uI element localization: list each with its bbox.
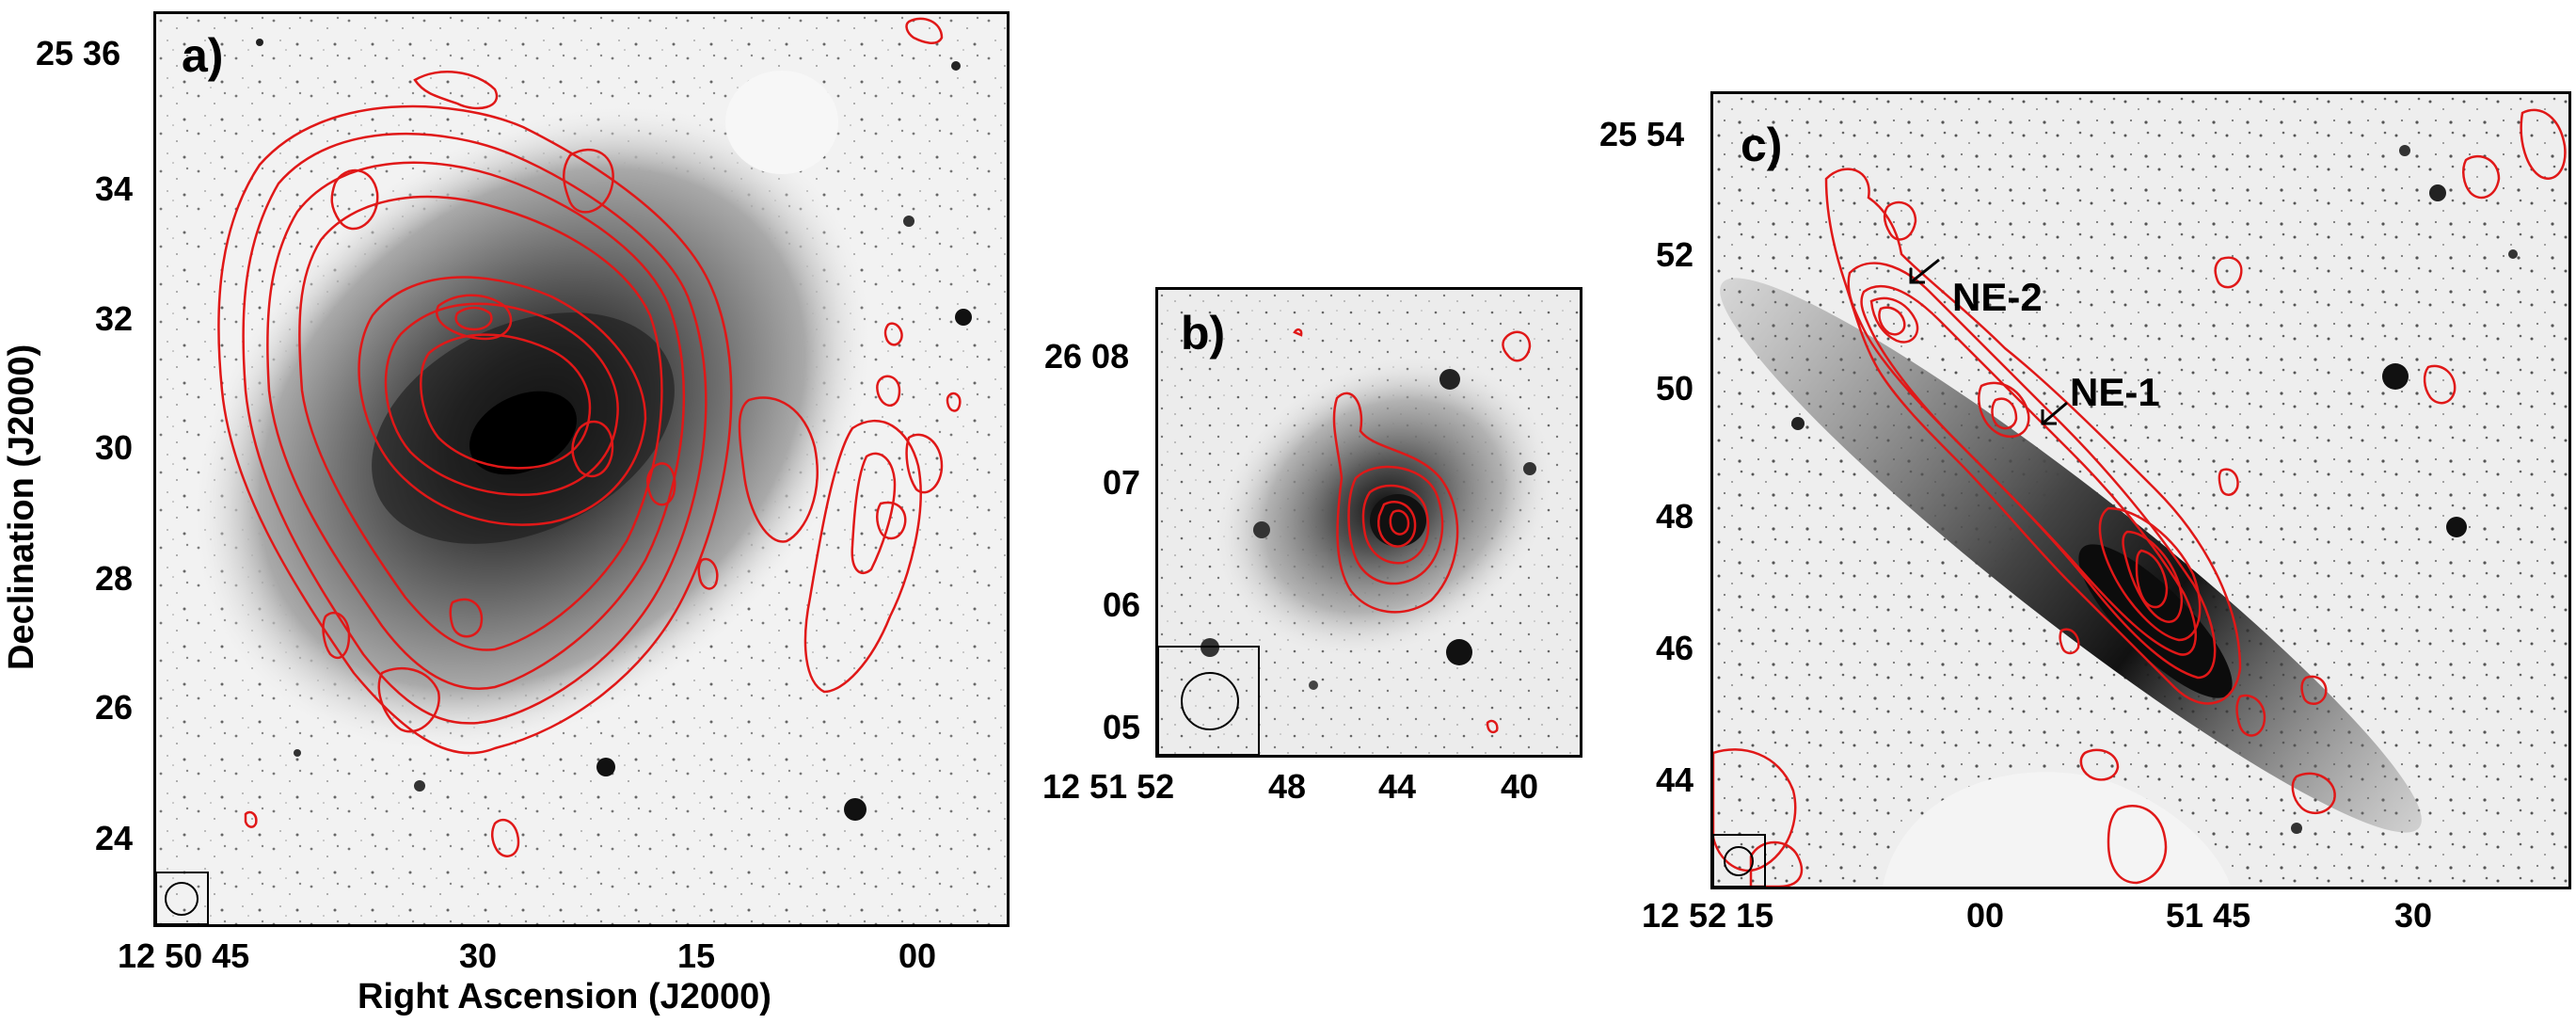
panel-a-ytick: 34: [95, 169, 134, 208]
panel-b-ytick: 26 08: [1044, 337, 1130, 376]
y-axis-title: Declination (J2000): [2, 344, 41, 670]
panel-b-xtick: 44: [1378, 767, 1417, 806]
panel-a-ytick: 30: [95, 428, 134, 467]
panel-b-ytick: 07: [1103, 463, 1141, 502]
panel-a-xtick: 12 50 45: [118, 936, 250, 975]
panel-b-image: [1155, 287, 1582, 758]
panel-b-xtick: 12 51 52: [1042, 767, 1175, 806]
panel-a-xtick: 30: [459, 936, 498, 975]
panel-a-ytick: 32: [95, 299, 134, 338]
panel-b-xtick: 48: [1268, 767, 1307, 806]
hi-contours: [1713, 108, 2567, 887]
star-marker: [596, 758, 615, 776]
panel-c-xtick: 30: [2394, 896, 2433, 935]
panel-c-ytick: 25 54: [1599, 115, 1685, 153]
panel-c-ytick: 48: [1656, 497, 1694, 536]
hi-contours: [217, 17, 962, 857]
label-ne-2: NE-2: [1952, 275, 2043, 319]
panel-a-ytick: 28: [95, 559, 134, 598]
panel-c-xtick: 12 52 15: [1642, 896, 1774, 935]
panel-c-ytick: 50: [1656, 369, 1694, 408]
panel-a-ytick: 24: [95, 819, 134, 857]
label-ne-1: NE-1: [2070, 370, 2160, 414]
panel-a-ytick: 26: [95, 688, 134, 727]
panel-b-xtick: 40: [1501, 767, 1539, 806]
panel-c-letter: c): [1741, 119, 1783, 171]
x-axis-title: Right Ascension (J2000): [358, 977, 771, 1016]
hi-contours: [1293, 328, 1532, 734]
panel-b-ytick: 06: [1103, 585, 1141, 624]
panel-c-xtick: 51 45: [2166, 896, 2251, 935]
panel-c-ytick: 52: [1656, 235, 1694, 274]
panel-a-xtick: 15: [677, 936, 716, 975]
panel-a-ytick: 25 36: [36, 34, 121, 72]
panel-a-image: [153, 11, 1010, 927]
galaxy-disk: [1720, 278, 2422, 833]
panel-a-letter: a): [182, 29, 224, 82]
panel-c-image: [1710, 91, 2571, 889]
panel-c-ytick: 44: [1656, 760, 1694, 799]
panel-b-letter: b): [1181, 307, 1226, 360]
panel-a-xtick: 00: [898, 936, 937, 975]
panel-c-ytick: 46: [1656, 629, 1694, 667]
panel-b-ytick: 05: [1103, 708, 1141, 746]
panel-c-xtick: 00: [1966, 896, 2005, 935]
